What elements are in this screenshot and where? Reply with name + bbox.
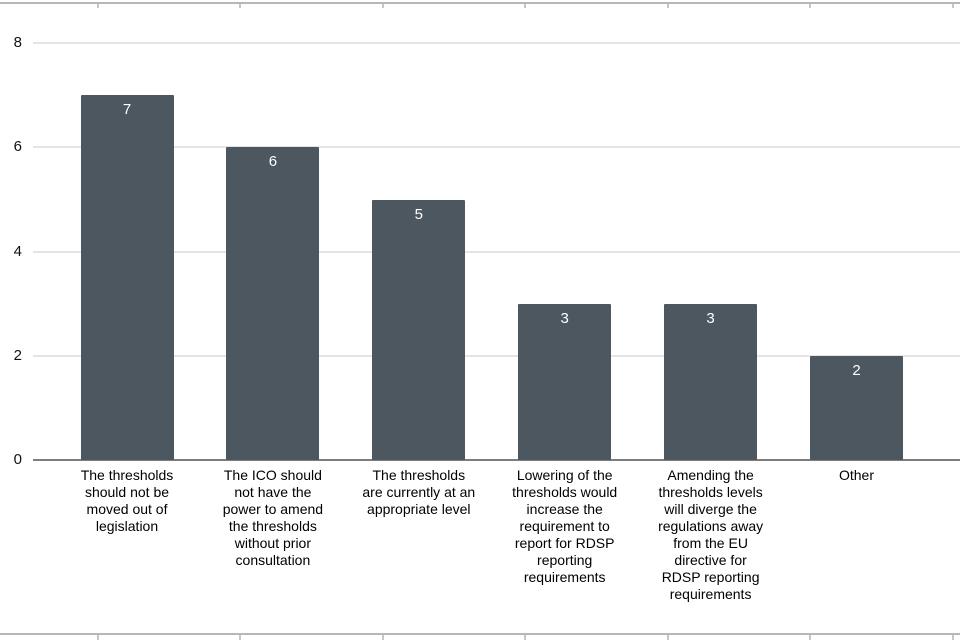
x-axis-category-label: Lowering of the thresholds would increas… xyxy=(512,467,618,585)
frame-tick xyxy=(809,4,811,8)
frame-tick xyxy=(952,4,954,8)
top-frame-line xyxy=(0,2,960,4)
bar-value-label: 6 xyxy=(268,153,278,171)
frame-tick xyxy=(97,635,99,640)
frame-tick xyxy=(239,635,241,640)
y-axis-tick-label: 4 xyxy=(13,242,22,260)
bar: 3 xyxy=(664,303,758,460)
frame-tick xyxy=(809,635,811,640)
x-axis-category-label: Other xyxy=(838,467,874,483)
x-axis-category-label: Amending the thresholds levels will dive… xyxy=(658,467,764,602)
bar: 5 xyxy=(372,199,466,460)
bar: 3 xyxy=(518,303,612,460)
gridline xyxy=(33,42,960,45)
frame-tick xyxy=(239,4,241,8)
frame-tick xyxy=(667,4,669,8)
gridline xyxy=(33,146,960,149)
bar-value-label: 7 xyxy=(122,101,132,119)
bar-value-label: 3 xyxy=(706,309,715,327)
y-axis-tick-label: 2 xyxy=(13,346,22,364)
x-axis-category-label: The thresholds are currently at an appro… xyxy=(362,467,476,517)
bar: 2 xyxy=(810,355,903,460)
bar-value-label: 5 xyxy=(414,205,423,223)
bottom-frame-line xyxy=(0,633,960,635)
frame-tick xyxy=(97,4,99,8)
gridline xyxy=(33,354,960,357)
x-axis-category-label: The ICO should not have the power to ame… xyxy=(222,467,324,568)
frame-tick xyxy=(524,635,526,640)
x-axis-category-label: The thresholds should not be moved out o… xyxy=(80,467,174,534)
y-axis-tick-label: 8 xyxy=(13,34,22,52)
x-axis-baseline xyxy=(33,459,960,461)
frame-tick xyxy=(524,4,526,8)
bar: 7 xyxy=(80,95,174,460)
frame-tick xyxy=(382,635,384,640)
gridline xyxy=(33,250,960,253)
y-axis-tick-label: 6 xyxy=(13,138,22,156)
frame-tick xyxy=(952,635,954,640)
frame-tick xyxy=(382,4,384,8)
bar-value-label: 3 xyxy=(560,309,569,327)
y-axis-tick-label: 0 xyxy=(13,451,22,468)
bar-value-label: 2 xyxy=(852,361,861,379)
frame-tick xyxy=(667,635,669,640)
bar: 6 xyxy=(226,147,320,460)
